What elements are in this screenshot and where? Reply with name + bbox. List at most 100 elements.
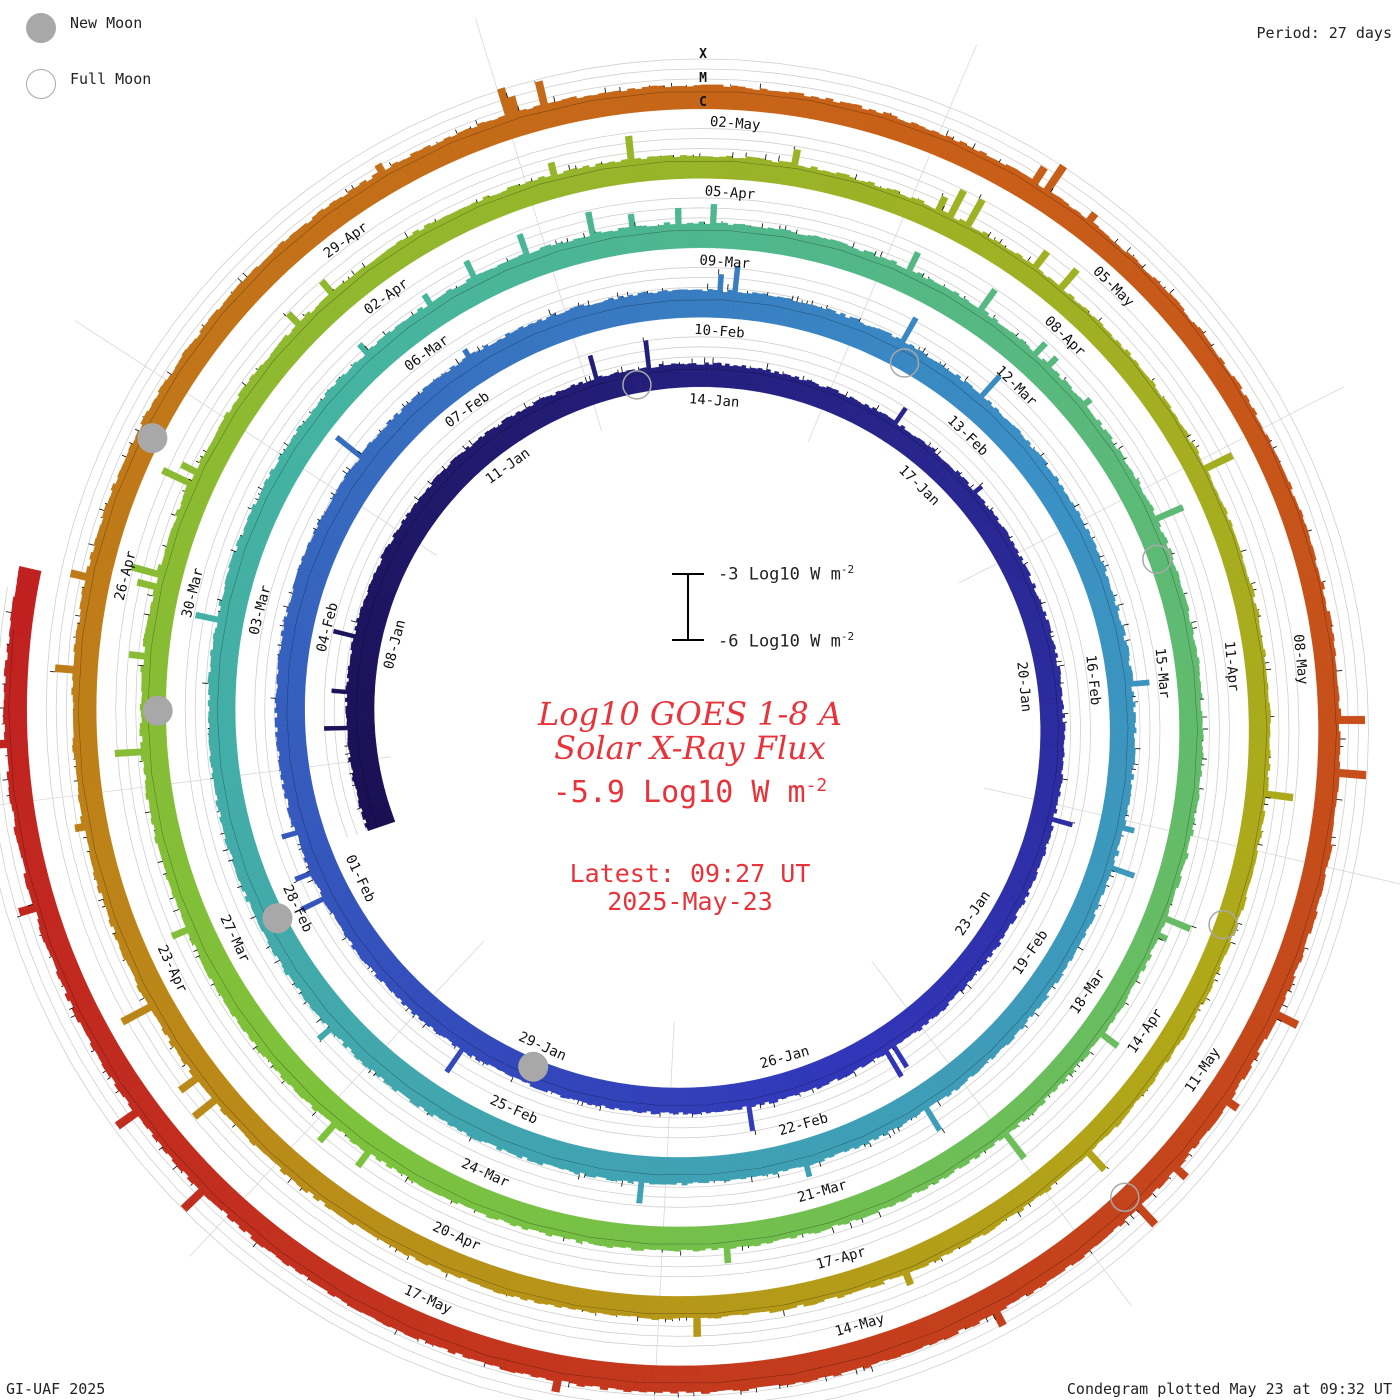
flux-spike <box>987 960 990 963</box>
flux-segment <box>257 364 281 386</box>
flux-segment <box>274 707 305 714</box>
flux-segment <box>240 1011 267 1033</box>
flux-segment <box>907 1169 923 1194</box>
grid-spoke <box>74 320 437 556</box>
flux-segment <box>742 1081 756 1132</box>
flux-segment <box>212 632 241 644</box>
flux-segment <box>212 308 237 331</box>
flux-segment <box>715 274 725 319</box>
flux-segment <box>441 214 458 240</box>
flux-segment <box>1135 928 1159 945</box>
flux-spike <box>162 873 167 875</box>
flux-segment <box>354 1130 386 1169</box>
flux-segment <box>359 940 386 962</box>
flux-spike <box>1080 1059 1084 1062</box>
flux-segment <box>98 1045 123 1065</box>
flux-spike <box>773 1102 776 1108</box>
flux-segment <box>283 955 312 976</box>
flux-spike <box>595 1105 597 1108</box>
date-label: 08-May <box>1290 633 1311 685</box>
flux-segment <box>649 1225 658 1251</box>
flux-segment <box>671 85 680 110</box>
flux-spike <box>1015 332 1019 337</box>
flux-segment <box>1221 896 1246 911</box>
flux-spike <box>1059 664 1065 667</box>
flux-segment <box>509 1200 525 1227</box>
flux-spike <box>121 454 127 458</box>
flux-spike <box>1169 1177 1172 1180</box>
flux-segment <box>323 725 376 731</box>
latest-date: 2025-May-23 <box>607 887 773 916</box>
flux-spike <box>933 447 939 453</box>
flux-segment <box>672 1296 681 1319</box>
flux-segment <box>526 405 542 431</box>
grid-spoke <box>807 44 977 443</box>
flux-segment <box>679 363 685 388</box>
flux-segment <box>828 240 843 268</box>
flux-spike <box>1257 843 1263 846</box>
flux-segment <box>1039 750 1065 758</box>
flux-segment <box>1033 475 1060 496</box>
flux-spike <box>1050 635 1055 638</box>
flux-segment <box>896 251 921 293</box>
flux-segment <box>1129 1175 1154 1200</box>
flux-segment <box>537 175 551 202</box>
flux-segment <box>692 155 701 179</box>
flux-spike <box>320 398 323 401</box>
flux-segment <box>656 85 666 111</box>
flux-segment <box>808 1062 822 1090</box>
flux-segment <box>678 1365 687 1392</box>
flux-segment <box>1179 728 1204 736</box>
flux-segment <box>969 150 988 175</box>
flux-segment <box>544 395 559 422</box>
flux-spike <box>453 1046 456 1049</box>
flux-spike <box>1202 330 1207 334</box>
flux-spike <box>1151 377 1155 381</box>
flux-segment <box>662 289 670 320</box>
flux-spike <box>1125 814 1130 817</box>
flux-spike <box>434 218 437 222</box>
flux-segment <box>1158 298 1181 319</box>
flux-segment <box>1035 276 1055 298</box>
flux-segment <box>965 945 989 965</box>
flux-segment <box>821 1131 835 1159</box>
flux-segment <box>836 173 850 198</box>
flux-segment <box>323 1185 345 1210</box>
flux-segment <box>708 203 718 249</box>
flux-segment <box>714 84 724 110</box>
flux-segment <box>475 1035 494 1062</box>
flux-spike <box>1104 564 1109 567</box>
flux-segment <box>618 1223 629 1249</box>
flux-segment <box>769 370 780 395</box>
flux-segment <box>113 1071 140 1092</box>
flux-segment <box>1007 439 1032 461</box>
flux-segment <box>1103 655 1130 665</box>
flux-spike <box>1254 1058 1259 1062</box>
flux-segment <box>69 569 111 587</box>
flux-segment <box>728 85 739 111</box>
flux-segment <box>302 980 330 1003</box>
flux-segment <box>161 1016 187 1036</box>
flux-spike <box>882 1134 885 1136</box>
flux-segment <box>250 503 279 522</box>
date-label: 02-May <box>709 114 761 134</box>
flux-spike <box>1017 1211 1022 1218</box>
flux-spike <box>394 1329 398 1335</box>
flux-spike <box>327 1026 330 1029</box>
flux-segment <box>530 1349 545 1379</box>
flux-spike <box>497 424 500 427</box>
flux-spike <box>1279 460 1281 463</box>
flux-segment <box>1241 813 1265 825</box>
flux-segment <box>370 580 397 596</box>
flux-segment <box>757 88 768 113</box>
flux-segment <box>650 1086 659 1115</box>
flux-spike <box>873 1060 876 1063</box>
flux-spike <box>993 314 996 318</box>
flux-spike <box>796 296 799 302</box>
flux-segment <box>570 383 584 411</box>
flux-spike <box>404 1176 409 1182</box>
flux-segment <box>294 860 338 882</box>
flux-segment <box>319 278 350 314</box>
flux-segment <box>685 1365 695 1393</box>
flux-spike <box>505 92 509 98</box>
